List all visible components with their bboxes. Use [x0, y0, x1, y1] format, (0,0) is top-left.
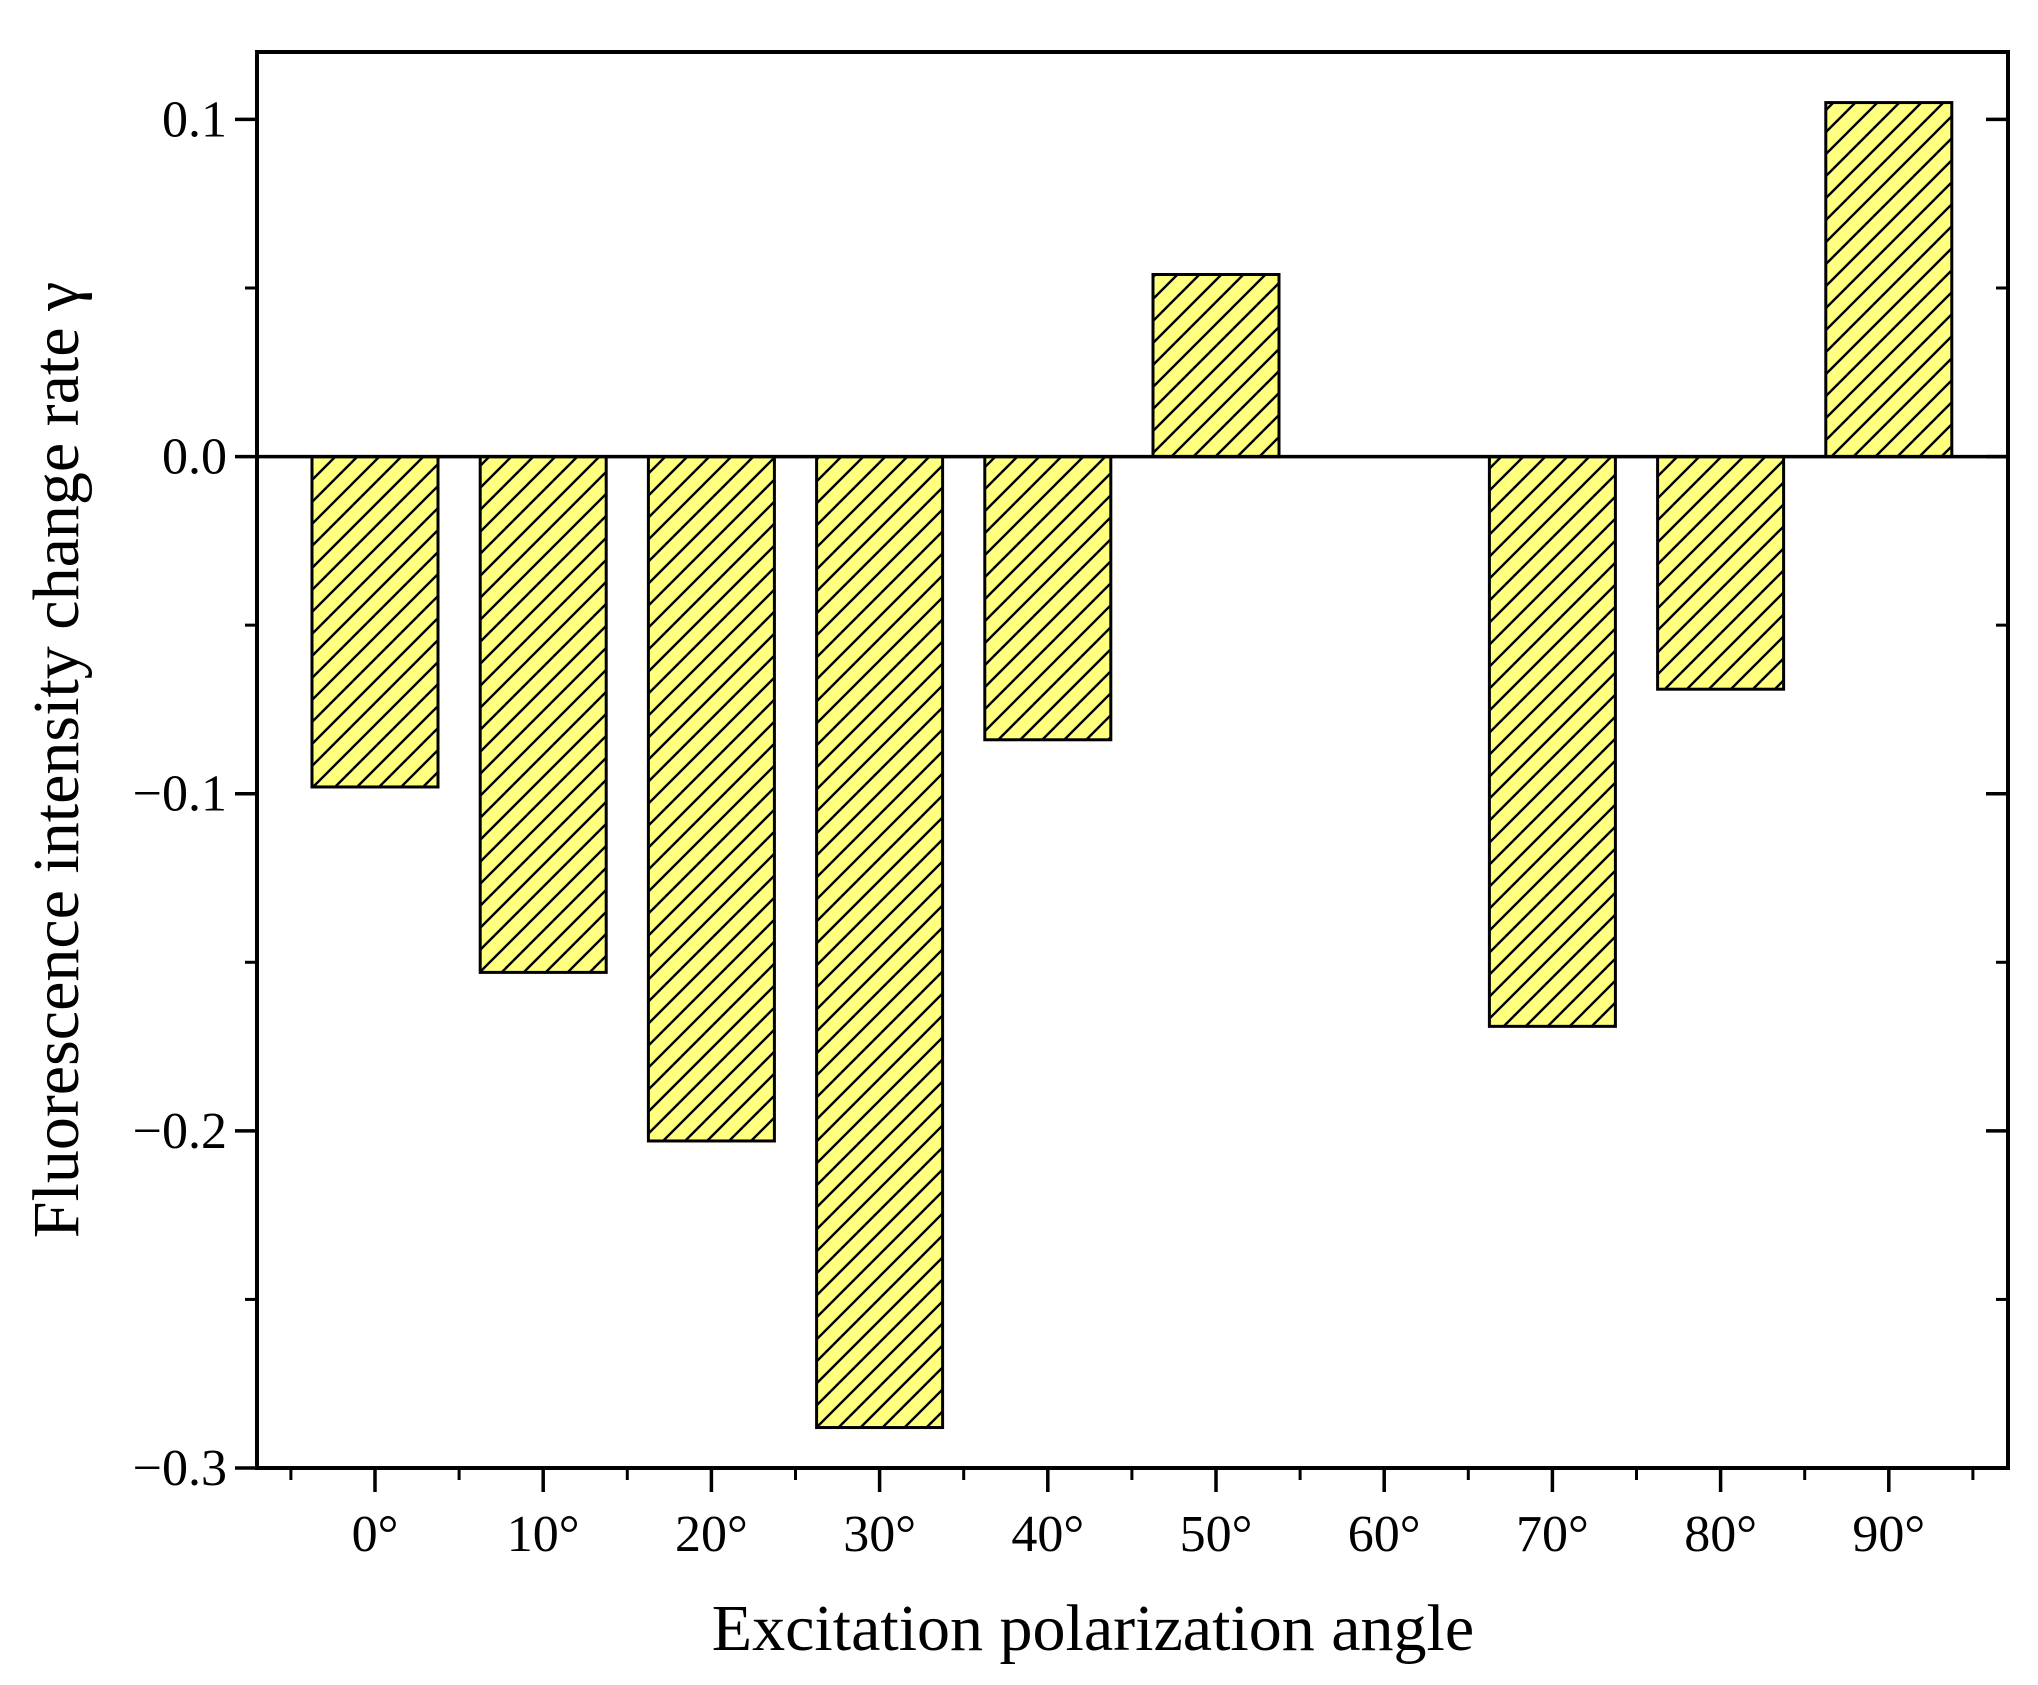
- x-tick-label: 10°: [507, 1506, 580, 1563]
- axes-layer: [235, 50, 2010, 1492]
- bar-50deg: [1151, 273, 1281, 459]
- x-tick-label: 80°: [1684, 1506, 1757, 1563]
- x-tick-label: 90°: [1852, 1506, 1925, 1563]
- bar-70deg: [1487, 455, 1617, 1028]
- x-tick-label: 20°: [675, 1506, 748, 1563]
- bar-0deg: [310, 455, 440, 789]
- y-axis-title: Fluorescence intensity change rate γ: [20, 282, 93, 1238]
- x-tick-label: 30°: [843, 1506, 916, 1563]
- bar-40deg: [983, 455, 1113, 742]
- y-tick-label: −0.1: [133, 766, 227, 823]
- y-tick-label: 0.0: [162, 429, 227, 486]
- labels-layer: 0.1 0.0 −0.1 −0.2 −0.3 0° 10° 20° 30° 40° 50° 60° 70…: [133, 91, 1926, 1563]
- bar-30deg: [815, 455, 945, 1430]
- x-axis-title: Excitation polarization angle: [712, 1592, 1474, 1665]
- x-tick-label: 40°: [1011, 1506, 1084, 1563]
- bar-20deg: [646, 455, 776, 1143]
- x-tick-label: 70°: [1516, 1506, 1589, 1563]
- x-tick-label: 0°: [352, 1506, 399, 1563]
- bar-90deg: [1824, 101, 1954, 459]
- x-tick-label: 50°: [1180, 1506, 1253, 1563]
- bar-80deg: [1656, 455, 1786, 691]
- y-tick-label: 0.1: [162, 91, 227, 148]
- bar-10deg: [478, 455, 608, 974]
- y-tick-label: −0.2: [133, 1103, 227, 1160]
- y-tick-label: −0.3: [133, 1440, 227, 1497]
- x-tick-label: 60°: [1348, 1506, 1421, 1563]
- bars-layer: [310, 101, 1954, 1430]
